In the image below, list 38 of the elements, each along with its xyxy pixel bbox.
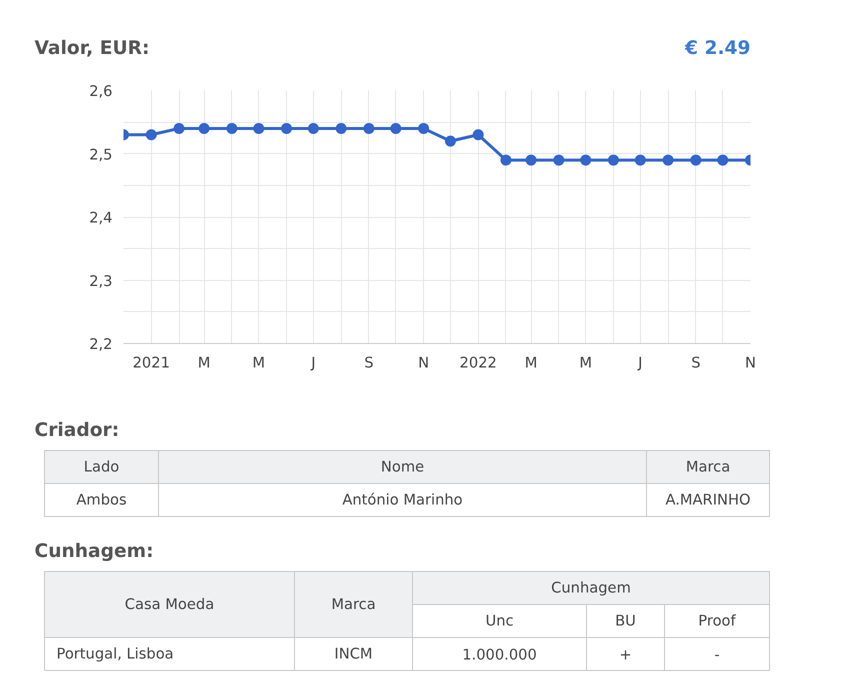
text: Ambos	[76, 492, 127, 508]
y-tick-label: 2,4	[89, 210, 113, 226]
text: Casa Moeda	[124, 596, 214, 613]
y-tick-label: 2,6	[89, 83, 113, 100]
x-tick-label: 2022	[460, 354, 497, 372]
text: INCM	[334, 646, 373, 662]
text: Marca	[331, 596, 376, 613]
text: Lado	[84, 458, 120, 476]
text: Cunhagem:	[34, 541, 154, 562]
text: Proof	[698, 612, 737, 630]
chart-title: Valor, EUR:	[34, 38, 150, 59]
x-tick-label: J	[310, 354, 316, 372]
x-tick-label: S	[364, 354, 374, 372]
x-tick-label: M	[252, 354, 266, 372]
x-tick-label: S	[691, 354, 701, 372]
text: António Marinho	[342, 492, 463, 508]
x-tick-label: 2021	[132, 354, 170, 372]
text: BU	[615, 612, 636, 630]
x-tick-label: J	[637, 354, 642, 372]
text: A.MARINHO	[665, 492, 751, 508]
text: Nome	[380, 458, 424, 476]
text: -	[714, 646, 720, 664]
x-tick-label: M	[579, 354, 592, 372]
text: 1.000.000	[462, 646, 537, 664]
text: Cunhagem	[551, 580, 631, 596]
x-tick-label: M	[524, 354, 538, 372]
y-tick-label: 2,2	[89, 336, 113, 353]
x-tick-label: N	[745, 354, 756, 372]
y-tick-label: 2,5	[89, 146, 113, 164]
y-tick-label: 2,3	[89, 272, 113, 290]
x-tick-label: N	[418, 354, 430, 372]
text: Criador:	[34, 420, 120, 441]
x-tick-label: M	[198, 354, 210, 372]
text: Portugal, Lisboa	[56, 646, 174, 662]
text: +	[619, 646, 632, 664]
text: € 2.49	[684, 38, 751, 59]
text: Marca	[686, 458, 730, 476]
text: Unc	[485, 612, 514, 630]
